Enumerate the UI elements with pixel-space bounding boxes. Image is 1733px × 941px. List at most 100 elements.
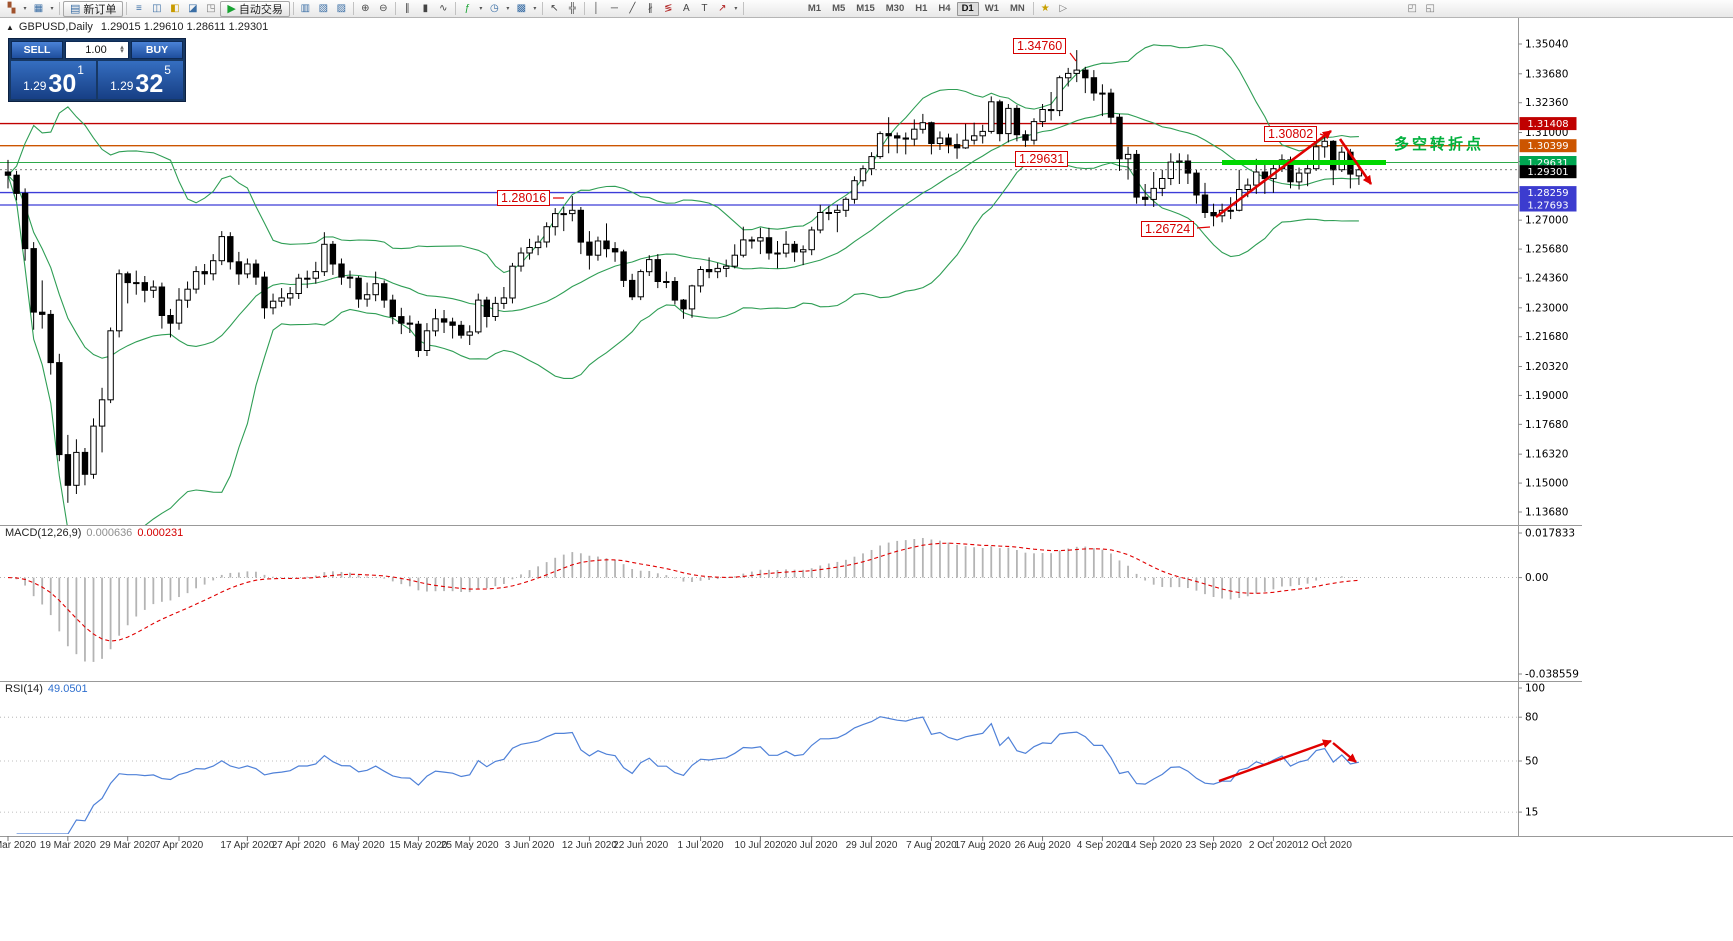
time-axis-label: 17 Aug 2020	[954, 840, 1011, 851]
indicators-icon[interactable]: ƒ	[464, 2, 471, 14]
vertical-line-icon[interactable]: │	[593, 2, 600, 14]
rsi-name: RSI(14)	[5, 683, 43, 695]
time-axis-label: 7 Apr 2020	[154, 840, 204, 851]
timeframe-m5[interactable]: M5	[832, 3, 846, 14]
price-level-lines[interactable]	[0, 122, 1518, 206]
time-axis-label: 29 Jul 2020	[845, 840, 898, 851]
chart-shift-icon[interactable]: ▷	[1059, 2, 1068, 14]
line-chart-icon[interactable]: ∿	[439, 2, 448, 14]
fibonacci-icon[interactable]: ≶	[664, 2, 673, 14]
new-chart-icon[interactable]: ▚	[7, 2, 16, 14]
periods-dropdown[interactable]: ▾	[506, 6, 510, 12]
arrows-icon[interactable]: ↗	[718, 2, 727, 14]
svg-text:1.33680: 1.33680	[1525, 68, 1568, 80]
time-axis-label: 23 Sep 2020	[1185, 840, 1242, 851]
toolbar-separator	[541, 2, 543, 15]
timeframe-h4[interactable]: H4	[938, 3, 951, 14]
time-axis-label: 7 Aug 2020	[906, 840, 957, 851]
horizontal-line-icon[interactable]: ─	[610, 2, 618, 14]
turning-point-note[interactable]: 多空转折点	[1394, 136, 1485, 153]
strategy-tester-icon[interactable]: ◳	[206, 2, 216, 14]
svg-text:100: 100	[1525, 683, 1545, 695]
favorites-icon[interactable]: ★	[1040, 2, 1050, 14]
text-label-icon[interactable]: T	[701, 2, 708, 14]
equidistant-channel-icon[interactable]: ∦	[647, 2, 653, 14]
market-watch-icon[interactable]: ≡	[135, 2, 142, 14]
auto-trading-button[interactable]: ▶ 自动交易	[220, 0, 290, 17]
price-annotation[interactable]: 1.26724	[1141, 221, 1195, 237]
buy-price-main: 32	[135, 69, 164, 98]
new-chart-dropdown[interactable]: ▾	[23, 6, 27, 12]
zoom-out-icon[interactable]: ⊖	[379, 2, 388, 14]
timeframe-mn[interactable]: MN	[1009, 3, 1025, 14]
timeframe-m1[interactable]: M1	[807, 3, 822, 14]
price-annotation[interactable]: 1.29631	[1015, 151, 1069, 167]
data-window-icon[interactable]: ◫	[152, 2, 162, 14]
timeframe-h1[interactable]: H1	[915, 3, 928, 14]
time-axis-label: 12 Oct 2020	[1297, 840, 1352, 851]
timeframe-d1[interactable]: D1	[956, 1, 979, 16]
zoom-in-icon[interactable]: ⊕	[361, 2, 370, 14]
chart-title: ▲ GBPUSD,Daily 1.29015 1.29610 1.28611 1.2…	[6, 21, 268, 33]
docking-icon[interactable]: ◰	[1407, 2, 1417, 14]
arrows-dropdown[interactable]: ▾	[734, 6, 738, 12]
templates-icon[interactable]: ▩	[516, 2, 527, 14]
svg-text:1.27693: 1.27693	[1527, 200, 1568, 211]
candlestick-chart-icon[interactable]: ▮	[422, 2, 429, 14]
fullscreen-icon[interactable]: ◱	[1425, 2, 1435, 14]
chart-profiles-icon[interactable]: ▦	[33, 2, 44, 14]
chart-ohlc-values: 1.29015 1.29610 1.28611 1.29301	[100, 21, 269, 33]
new-order-button[interactable]: ▤ 新订单	[63, 0, 124, 17]
macd-main-value: 0.000636	[86, 527, 133, 539]
volume-up-icon[interactable]: ▴	[120, 44, 124, 52]
trendline-icon[interactable]: ╱	[629, 2, 636, 14]
tile-windows-icon[interactable]: ▥	[300, 2, 311, 14]
one-click-collapse-icon[interactable]: ▲	[6, 23, 14, 32]
price-annotation[interactable]: 1.28016	[497, 190, 551, 206]
time-axis-label: 12 Jun 2020	[561, 840, 617, 851]
volume-down-icon[interactable]: ▾	[120, 48, 124, 55]
text-icon[interactable]: A	[683, 2, 690, 14]
one-click-trading-panel: SELL 1.00 ▴ ▾ BUY 1.29 30 1 1.29 32 5	[8, 38, 186, 102]
volume-spinner[interactable]: ▴ ▾	[116, 44, 128, 55]
volume-value[interactable]: 1.00	[85, 44, 107, 56]
price-annotation[interactable]: 1.30802	[1264, 126, 1318, 142]
rsi-trend-arrows[interactable]	[1218, 739, 1357, 783]
profiles-dropdown[interactable]: ▾	[50, 6, 54, 12]
buy-button[interactable]: BUY	[131, 41, 183, 59]
toolbar-separator	[583, 2, 585, 15]
svg-text:1.20320: 1.20320	[1525, 361, 1568, 373]
terminal-icon[interactable]: ◪	[188, 2, 198, 14]
navigator-icon[interactable]: ◧	[170, 2, 180, 14]
svg-text:80: 80	[1525, 712, 1538, 724]
templates-dropdown[interactable]: ▾	[533, 6, 537, 12]
cascade-windows-icon[interactable]: ▧	[318, 2, 329, 14]
sell-price-display[interactable]: 1.29 30 1	[11, 61, 96, 99]
cursor-icon[interactable]: ↖	[550, 2, 559, 14]
svg-text:1.29301: 1.29301	[1527, 167, 1568, 178]
trend-arrows[interactable]	[1215, 129, 1373, 219]
buy-price-display[interactable]: 1.29 32 5	[98, 61, 183, 99]
time-axis-label: 27 Apr 2020	[271, 840, 326, 851]
time-axis-label: 4 Sep 2020	[1076, 840, 1128, 851]
indicators-dropdown[interactable]: ▾	[479, 6, 483, 12]
svg-text:1.35040: 1.35040	[1525, 39, 1568, 51]
sell-button[interactable]: SELL	[11, 41, 63, 59]
volume-input[interactable]: 1.00 ▴ ▾	[65, 41, 129, 59]
periods-icon[interactable]: ◷	[490, 2, 499, 14]
svg-text:1.31408: 1.31408	[1527, 119, 1568, 130]
timeframe-m15[interactable]: M15	[856, 3, 875, 14]
arrange-windows-icon[interactable]: ▨	[336, 2, 347, 14]
bar-chart-icon[interactable]: ∥	[404, 2, 410, 14]
svg-text:1.13680: 1.13680	[1525, 507, 1568, 519]
timeframe-m30[interactable]: M30	[885, 3, 905, 14]
svg-text:1.32360: 1.32360	[1525, 97, 1568, 109]
price-annotation[interactable]: 1.34760	[1013, 38, 1067, 54]
rsi-indicator-label: RSI(14) 49.0501	[5, 683, 88, 695]
time-axis-label: 25 May 2020	[440, 840, 499, 851]
svg-text:1.27000: 1.27000	[1525, 215, 1568, 227]
crosshair-icon[interactable]: ╬	[568, 2, 576, 14]
timeframe-w1[interactable]: W1	[984, 3, 999, 14]
